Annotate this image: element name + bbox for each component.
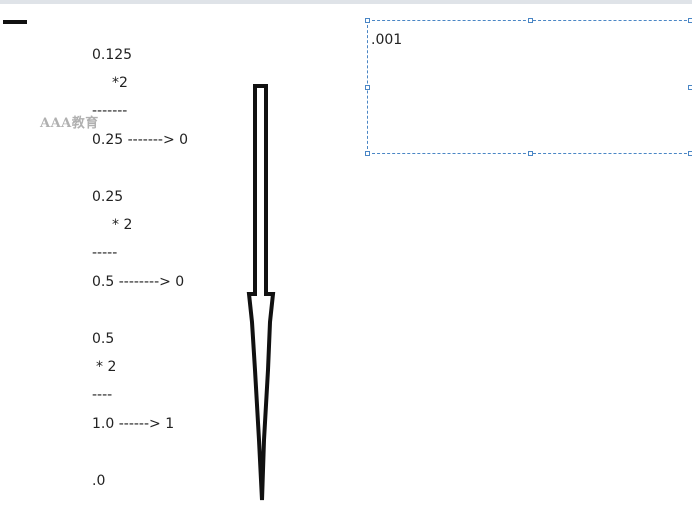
step-3-divider: ----	[92, 387, 113, 403]
resize-handle-top-middle[interactable]	[528, 18, 533, 23]
final-value: .0	[92, 473, 106, 489]
step-1-value: 0.125	[92, 47, 133, 63]
step-2-result: 0.5 --------> 0	[92, 274, 185, 290]
step-3-multiplier: * 2	[96, 359, 117, 375]
resize-handle-middle-right[interactable]	[688, 85, 692, 90]
resize-handle-bottom-right[interactable]	[688, 151, 692, 156]
step-1-result: 0.25 -------> 0	[92, 132, 189, 148]
top-toolbar-edge	[0, 0, 692, 4]
resize-handle-middle-left[interactable]	[365, 85, 370, 90]
step-1-multiplier: *2	[112, 75, 128, 91]
text-box-content[interactable]: .001	[371, 32, 403, 48]
resize-handle-bottom-left[interactable]	[365, 151, 370, 156]
step-2-multiplier: * 2	[112, 217, 133, 233]
step-2-divider: -----	[92, 245, 118, 261]
dash-mark	[3, 20, 27, 24]
text-box[interactable]: .001	[365, 18, 692, 156]
resize-handle-bottom-middle[interactable]	[528, 151, 533, 156]
watermark-logo: AAA教育	[40, 116, 99, 131]
step-1-divider: -------	[92, 103, 128, 119]
resize-handle-top-left[interactable]	[365, 18, 370, 23]
step-3-value: 0.5	[92, 331, 115, 347]
step-3-result: 1.0 ------> 1	[92, 416, 175, 432]
step-2-value: 0.25	[92, 189, 124, 205]
resize-handle-top-right[interactable]	[688, 18, 692, 23]
